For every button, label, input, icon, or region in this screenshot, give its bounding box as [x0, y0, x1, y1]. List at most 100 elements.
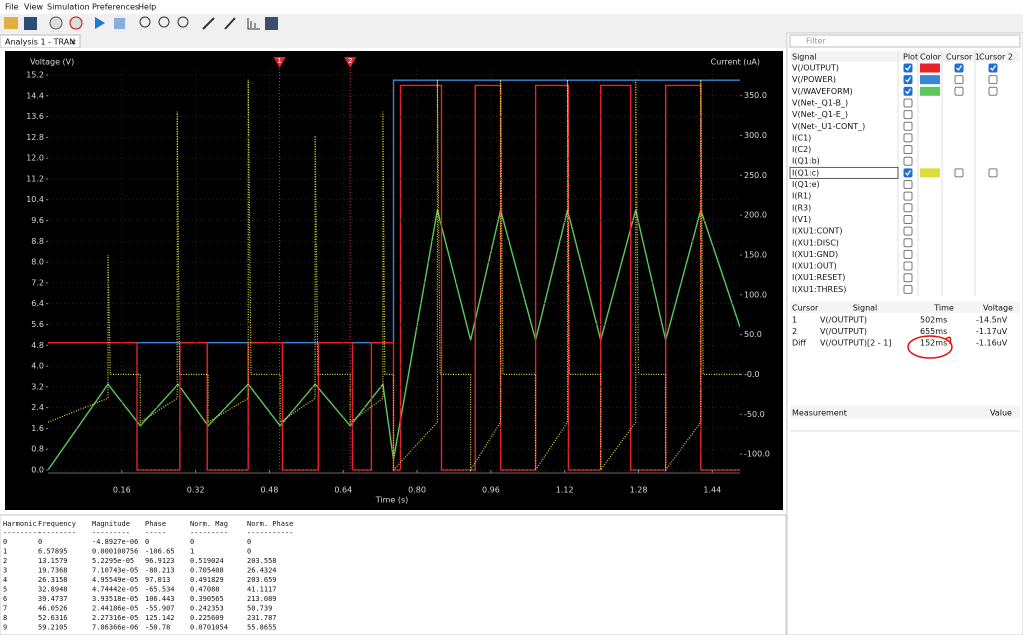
signal-name[interactable]: I(R3) — [792, 203, 811, 212]
tab-title: Analysis 1 - TRAN — [5, 38, 75, 47]
harmonic-cell: 0.519024 — [190, 557, 224, 565]
color-swatch[interactable] — [920, 75, 940, 85]
y-tick-label: 15.2 — [26, 71, 44, 80]
signal-name[interactable]: I(XU1:OUT) — [792, 262, 837, 271]
checkbox[interactable] — [903, 98, 913, 108]
menu-item[interactable]: File — [5, 3, 18, 12]
tab-close[interactable]: × — [70, 38, 77, 47]
probe-button[interactable] — [69, 16, 83, 30]
add-signal-button[interactable] — [49, 16, 63, 30]
checkbox[interactable] — [988, 86, 998, 96]
cursor-marker[interactable] — [273, 57, 286, 68]
probe-tool-button[interactable] — [202, 17, 215, 30]
y-tick-label: 0.8 — [31, 445, 44, 454]
checkbox[interactable] — [903, 226, 913, 236]
harmonic-cell: 52.6316 — [38, 614, 68, 622]
open-button[interactable] — [4, 17, 18, 29]
cursor-cell: Diff — [792, 339, 806, 348]
signal-name[interactable]: V(/POWER) — [792, 75, 836, 84]
checkbox[interactable] — [903, 86, 913, 96]
signal-name[interactable]: I(C1) — [792, 133, 811, 142]
checkbox[interactable] — [903, 133, 913, 143]
checkbox[interactable] — [903, 180, 913, 189]
zoom-in-button[interactable] — [139, 16, 151, 28]
color-swatch[interactable] — [920, 168, 940, 178]
menu-bar — [0, 0, 1023, 14]
y-tick-label: 9.6 — [31, 216, 44, 225]
zoom-fit-button[interactable] — [177, 16, 189, 28]
checkbox[interactable] — [903, 261, 913, 271]
harmonic-cell: 5 — [3, 586, 7, 594]
signal-name[interactable]: I(XU1:DISC) — [792, 238, 839, 247]
menu-item[interactable]: Help — [138, 3, 156, 12]
harmonic-cell: -106.65 — [145, 548, 175, 556]
signal-name[interactable]: V(/OUTPUT) — [792, 64, 839, 73]
y2-tick-label: 300.0 — [744, 131, 767, 140]
signals-column: Cursor 1 — [946, 53, 980, 62]
checkbox[interactable] — [903, 145, 913, 155]
signal-name[interactable]: I(Q1:e) — [792, 180, 820, 189]
harmonic-cell: 4.95549e-05 — [92, 576, 138, 584]
filter-box[interactable] — [789, 34, 1021, 48]
signal-name[interactable]: V(Net-_Q1-E_) — [792, 110, 848, 119]
menu-item[interactable]: Preferences — [92, 3, 139, 12]
run-button[interactable] — [95, 17, 105, 29]
plot-settings-button[interactable] — [247, 18, 260, 30]
zoom-out-button[interactable] — [158, 16, 170, 28]
checkbox[interactable] — [988, 75, 998, 85]
signal-name[interactable]: I(XU1:RESET) — [792, 273, 845, 282]
harmonic-cell: 0.491829 — [190, 576, 224, 584]
signal-name[interactable]: I(R1) — [792, 192, 811, 201]
checkbox[interactable] — [954, 168, 964, 178]
checkbox[interactable] — [903, 238, 913, 248]
checkbox[interactable] — [903, 110, 913, 120]
checkbox[interactable] — [903, 121, 913, 131]
checkbox[interactable] — [903, 249, 913, 259]
cursor-cell: 655ms — [920, 327, 947, 336]
checkbox[interactable] — [903, 75, 913, 85]
checkbox[interactable] — [903, 63, 913, 73]
x-tick-label: 0.32 — [187, 486, 205, 495]
checkmark — [905, 169, 912, 176]
y-tick-label: 0.0 — [31, 466, 44, 475]
signal-name[interactable]: I(V1) — [792, 215, 811, 224]
menu-item[interactable]: View — [24, 3, 43, 12]
signal-name[interactable]: I(XU1:CONT) — [792, 227, 842, 236]
save-button[interactable] — [24, 17, 37, 30]
signal-name[interactable]: I(Q1:c) — [792, 168, 819, 177]
stop-button[interactable] — [114, 18, 125, 29]
checkbox[interactable] — [954, 75, 964, 85]
checkbox[interactable] — [988, 168, 998, 178]
cursor-marker[interactable] — [344, 57, 357, 68]
checkbox[interactable] — [903, 203, 913, 213]
checkbox[interactable] — [903, 156, 913, 166]
checkbox[interactable] — [903, 214, 913, 224]
color-swatch[interactable] — [920, 86, 940, 96]
x-axis-label: Time (s) — [375, 496, 409, 505]
signal-name[interactable]: I(XU1:THRES) — [792, 285, 846, 294]
checkbox[interactable] — [903, 168, 913, 178]
signal-name[interactable]: I(C2) — [792, 145, 811, 154]
checkbox[interactable] — [954, 86, 964, 96]
tune-tool-button[interactable] — [224, 17, 236, 30]
harmonic-separator: ----------- — [247, 529, 293, 537]
y-tick-label: 4.0 — [31, 362, 44, 371]
signals-header — [790, 51, 1020, 62]
signal-name[interactable]: V(/WAVEFORM) — [792, 87, 853, 96]
checkbox[interactable] — [954, 63, 964, 73]
netlist-button[interactable] — [265, 17, 278, 30]
y-tick-label: 11.2 — [26, 174, 44, 183]
cursor-cell: -1.16uV — [976, 339, 1008, 348]
harmonic-cell: 97.013 — [145, 576, 170, 584]
checkbox[interactable] — [903, 191, 913, 201]
checkbox[interactable] — [903, 284, 913, 294]
signal-name[interactable]: V(Net-_U1-CONT_) — [792, 122, 865, 131]
signal-name[interactable]: I(XU1:GND) — [792, 250, 838, 259]
signal-name[interactable]: I(Q1:b) — [792, 157, 820, 166]
harmonic-cell: 13.1579 — [38, 557, 68, 565]
checkbox[interactable] — [903, 273, 913, 283]
checkbox[interactable] — [988, 63, 998, 73]
color-swatch[interactable] — [920, 63, 940, 73]
menu-item[interactable]: Simulation — [47, 3, 90, 12]
signal-name[interactable]: V(Net-_Q1-B_) — [792, 98, 848, 107]
